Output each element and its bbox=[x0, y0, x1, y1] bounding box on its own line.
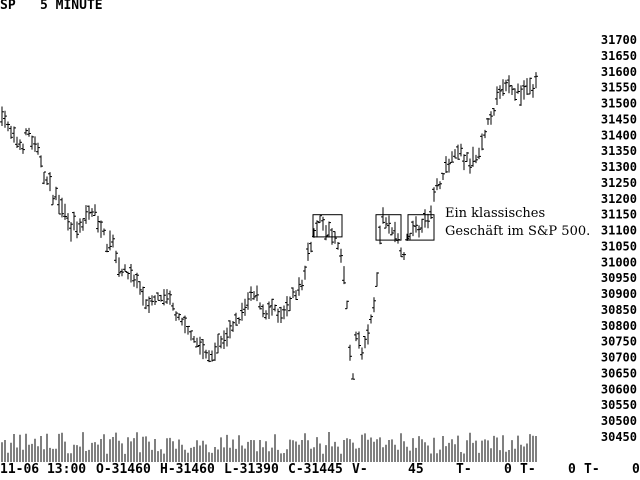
footer-volume-label: V- bbox=[352, 462, 368, 477]
y-tick-label: 31100 bbox=[601, 224, 637, 238]
footer-zero2: 0 bbox=[568, 462, 576, 477]
price-bars bbox=[0, 72, 538, 380]
y-tick-label: 31200 bbox=[601, 192, 637, 206]
footer-t2: T- bbox=[520, 462, 536, 477]
footer-zero1: 0 bbox=[504, 462, 512, 477]
footer-t3: T- bbox=[584, 462, 600, 477]
volume-bars bbox=[1, 432, 537, 462]
footer-low: L-31390 bbox=[224, 462, 279, 477]
y-tick-label: 31450 bbox=[601, 112, 637, 126]
y-tick-label: 30750 bbox=[601, 335, 637, 349]
y-tick-label: 30500 bbox=[601, 414, 637, 428]
y-tick-label: 30550 bbox=[601, 398, 637, 412]
y-tick-label: 31700 bbox=[601, 33, 637, 47]
y-tick-label: 30850 bbox=[601, 303, 637, 317]
y-tick-label: 31500 bbox=[601, 97, 637, 111]
footer-t1: T- bbox=[456, 462, 472, 477]
y-tick-label: 30800 bbox=[601, 319, 637, 333]
y-tick-label: 31150 bbox=[601, 208, 637, 222]
y-tick-label: 31350 bbox=[601, 144, 637, 158]
y-tick-label: 31400 bbox=[601, 128, 637, 142]
annotation-boxes bbox=[312, 214, 435, 241]
y-tick-label: 30600 bbox=[601, 382, 637, 396]
y-tick-label: 31550 bbox=[601, 81, 637, 95]
footer-high: H-31460 bbox=[160, 462, 215, 477]
annotation-box bbox=[407, 214, 435, 241]
annotation-line-2: Geschäft im S&P 500. bbox=[445, 224, 591, 239]
y-tick-label: 30450 bbox=[601, 430, 637, 444]
footer-volume-value: 45 bbox=[408, 462, 424, 477]
annotation-line-1: Ein klassisches bbox=[445, 206, 546, 221]
y-tick-label: 31050 bbox=[601, 239, 637, 253]
y-tick-label: 30700 bbox=[601, 351, 637, 365]
y-tick-label: 31600 bbox=[601, 65, 637, 79]
y-tick-label: 30900 bbox=[601, 287, 637, 301]
y-tick-label: 31300 bbox=[601, 160, 637, 174]
annotation-box bbox=[312, 214, 343, 238]
interval-label: 5 MINUTE bbox=[40, 0, 103, 13]
y-tick-label: 31000 bbox=[601, 255, 637, 269]
symbol-label: SP bbox=[0, 0, 16, 13]
footer-open: O-31460 bbox=[96, 462, 151, 477]
footer-close: C-31445 bbox=[288, 462, 343, 477]
y-tick-label: 30650 bbox=[601, 367, 637, 381]
annotation-box bbox=[375, 214, 402, 241]
y-tick-label: 30950 bbox=[601, 271, 637, 285]
footer-date-time: 11-06 13:00 bbox=[0, 462, 87, 477]
y-tick-label: 31650 bbox=[601, 49, 637, 63]
y-tick-label: 31250 bbox=[601, 176, 637, 190]
footer-zero3: 0 bbox=[632, 462, 640, 477]
